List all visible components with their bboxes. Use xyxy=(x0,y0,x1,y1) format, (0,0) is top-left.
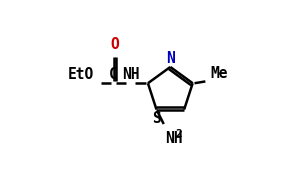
Text: EtO: EtO xyxy=(67,67,94,82)
Text: Me: Me xyxy=(210,66,227,81)
Text: S: S xyxy=(152,111,161,126)
Text: NH: NH xyxy=(165,131,182,146)
Text: O: O xyxy=(110,37,119,52)
Text: 2: 2 xyxy=(175,129,182,139)
Text: NH: NH xyxy=(122,67,140,82)
Text: N: N xyxy=(166,50,175,66)
Text: C: C xyxy=(109,67,118,82)
